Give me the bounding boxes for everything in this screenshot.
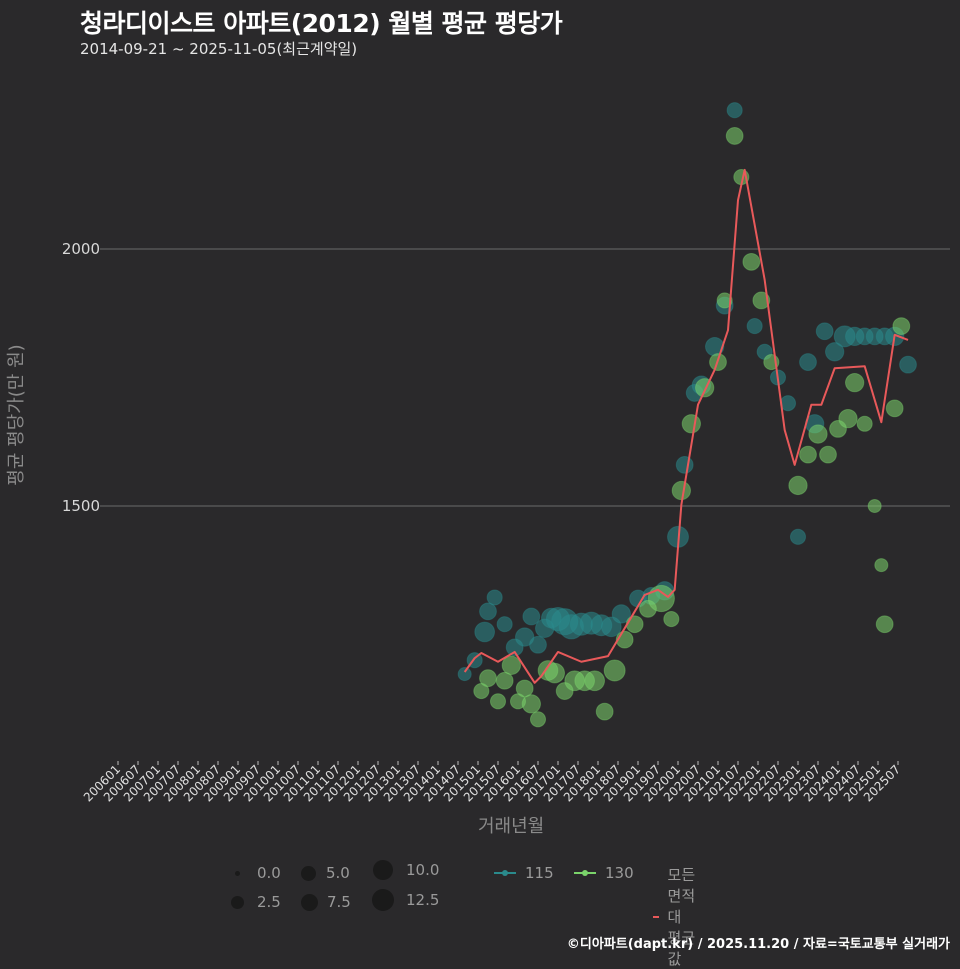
data-bubble [486, 589, 503, 606]
data-bubble [899, 355, 917, 374]
data-bubble [600, 616, 622, 638]
series-115-bubbles [457, 102, 917, 682]
data-bubble [892, 317, 911, 336]
data-bubble [489, 693, 507, 710]
legend-size-12.5: 12.5 [372, 889, 439, 911]
data-bubble [474, 621, 496, 643]
size-dot-icon [372, 889, 394, 911]
gridlines [100, 248, 950, 507]
data-bubble [671, 480, 691, 501]
legend-size-5: 5.0 [301, 864, 350, 882]
legend-size-label: 7.5 [327, 893, 351, 911]
size-dot-icon [235, 870, 240, 876]
data-bubble [867, 498, 882, 514]
data-bubble [515, 627, 535, 647]
chart-subtitle: 2014-09-21 ~ 2025-11-05(최근계약일) [80, 40, 358, 58]
data-bubble [496, 616, 513, 633]
data-bubble [473, 682, 490, 700]
data-bubble [529, 635, 547, 654]
legend-size-10: 10.0 [373, 860, 439, 880]
data-bubble [457, 667, 472, 682]
line-point-icon [494, 870, 516, 876]
legend-size-label: 10.0 [406, 861, 440, 879]
data-bubble [522, 607, 541, 626]
data-bubble [885, 399, 904, 418]
data-bubble [611, 604, 631, 624]
line-point-icon [653, 915, 659, 918]
data-bubble [663, 611, 680, 628]
data-bubble [875, 615, 894, 634]
legend-size-2.5: 2.5 [228, 893, 281, 911]
data-bubble [808, 424, 828, 444]
legend-size-7.5: 7.5 [301, 893, 351, 911]
x-axis-ticks: 2006012006072007012007072008012008072009… [81, 761, 903, 805]
data-bubble [479, 602, 497, 621]
y-tick-1500: 1500 [61, 497, 100, 515]
data-bubble [799, 445, 817, 464]
size-dot-icon [231, 895, 244, 909]
legend-series-115: 115 [494, 864, 554, 882]
data-bubble [746, 318, 763, 335]
data-bubble [675, 455, 694, 474]
data-bubble [825, 342, 845, 362]
data-bubble [529, 711, 547, 728]
data-bubble [815, 322, 834, 341]
legend-size-label: 5.0 [326, 864, 350, 882]
data-bubble [838, 408, 858, 429]
legend-size-label: 2.5 [257, 893, 281, 911]
average-line [463, 168, 909, 684]
data-bubble [799, 353, 817, 371]
size-dot-icon [301, 893, 318, 911]
size-dot-icon [373, 860, 393, 880]
data-bubble [845, 372, 865, 393]
data-bubble [495, 671, 514, 690]
data-bubble [603, 659, 626, 682]
data-bubble [752, 291, 771, 310]
data-bubble [479, 669, 497, 688]
size-dot-icon [301, 865, 316, 881]
data-bubble [695, 378, 715, 398]
legend-series-average: 모든 면적대 평균값 [653, 864, 698, 969]
data-bubble [789, 528, 807, 545]
legend-series-label: 모든 면적대 평균값 [667, 866, 696, 968]
x-axis-label: 거래년월 [478, 816, 545, 837]
legend-series-130: 130 [574, 864, 634, 882]
data-bubble [726, 102, 743, 119]
data-bubble [515, 679, 534, 698]
legend-size-0: 0.0 [228, 864, 281, 882]
data-bubble [856, 415, 873, 432]
data-bubble [742, 252, 761, 271]
data-bubble [521, 694, 541, 714]
data-bubble [544, 662, 566, 684]
legend-size-label: 12.5 [406, 891, 440, 909]
footer-credit: ©디아파트(dapt.kr) / 2025.11.20 / 자료=국토교통부 실… [566, 937, 950, 952]
data-bubble [584, 670, 606, 692]
legend-series-label: 130 [605, 864, 634, 882]
data-bubble [725, 127, 744, 145]
y-tick-2000: 2000 [61, 240, 100, 258]
data-bubble [647, 584, 675, 613]
chart-title: 청라디이스트 아파트(2012) 월별 평균 평당가 [80, 9, 563, 38]
legend-series-label: 115 [525, 864, 554, 882]
data-bubble [681, 414, 701, 434]
data-bubble [501, 655, 521, 675]
data-bubble [625, 615, 644, 634]
line-point-icon [574, 870, 596, 876]
data-bubble [716, 292, 733, 309]
legend-size-label: 0.0 [257, 864, 281, 882]
data-bubble [788, 475, 808, 496]
y-axis-label: 평균 평당가(만 원) [6, 344, 27, 486]
series-130-bubbles [473, 127, 911, 728]
data-bubble [595, 702, 614, 721]
data-bubble [819, 445, 837, 464]
data-bubble [874, 558, 889, 573]
